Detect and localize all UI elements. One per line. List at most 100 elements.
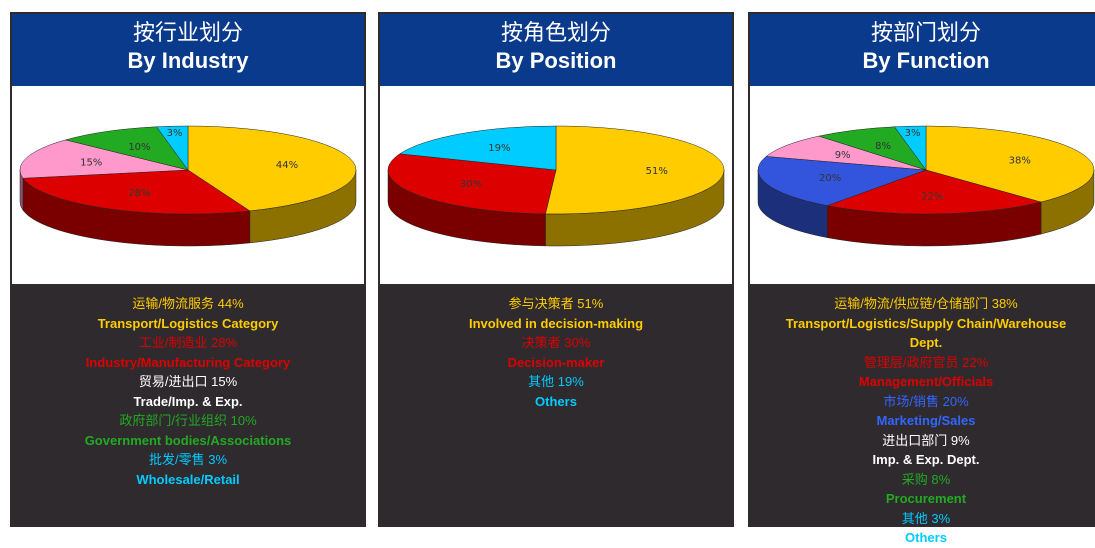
category-zh: 进出口部门: [882, 432, 948, 448]
panel: 按部门划分 By Function 38% 22% 20% 9% 8% 3% 运输/物流/供应链…: [748, 12, 1095, 545]
slice: [19, 139, 189, 179]
slice: [22, 169, 251, 215]
legend-zh: 管理层/政府官员 22%: [750, 353, 1095, 373]
subtitle: By Function: [862, 48, 990, 73]
legend-en: Management/Officials: [858, 374, 994, 389]
title: 按部门划分: [870, 21, 981, 46]
panel-header: 按部门划分 By Function: [750, 14, 1095, 86]
legend-zh: 采购 8%: [750, 470, 1095, 490]
data-label: 28%: [128, 188, 150, 199]
legend: 运输/物流服务 44% Transport/Logistics Category 工…: [12, 284, 364, 525]
legend-en: Involved in decision-making: [468, 315, 644, 331]
legend-en: Wholesale/Retail: [136, 471, 240, 487]
data-label: 20%: [819, 173, 841, 184]
legend-zh: 运输/物流服务 44%: [12, 294, 364, 314]
legend-value: 28%: [211, 335, 238, 350]
page: 按行业划分 By Industry 44% 28% 15% 10% 3% 运输/物流服务 44…: [10, 12, 1095, 545]
legend-zh: 其他 19%: [380, 372, 732, 392]
data-label: 10%: [128, 142, 150, 153]
category-zh: 运输/物流/供应链/仓储部门: [834, 296, 989, 311]
legend-value: 51%: [577, 296, 604, 311]
slice: [925, 125, 1095, 203]
data-label: 51%: [646, 166, 668, 177]
panel-header: 按行业划分 By Industry: [12, 14, 364, 86]
legend-value: 3%: [931, 510, 951, 526]
legend-en: Imp. & Exp. Dept.: [872, 452, 980, 467]
category-zh: 决策者: [521, 335, 561, 350]
data-label: 22%: [921, 191, 943, 202]
category-zh: 参与决策者: [508, 296, 574, 311]
data-label: 3%: [905, 128, 921, 139]
legend-zh: 进出口部门 9%: [750, 431, 1095, 451]
subtitle: By Industry: [127, 48, 249, 73]
category-zh: 运输/物流服务: [132, 296, 214, 311]
legend-zh: 批发/零售 3%: [12, 450, 364, 470]
legend-en: Decision-maker: [507, 354, 605, 370]
legend-zh: 市场/销售 20%: [750, 392, 1095, 412]
category-zh: 贸易/进出口: [138, 374, 208, 389]
data-label: 9%: [835, 150, 851, 161]
legend-value: 15%: [211, 374, 238, 389]
category-zh: 管理层/政府官员: [863, 354, 959, 370]
slice: [894, 125, 927, 171]
data-label: 30%: [460, 179, 482, 190]
legend: 运输/物流/供应链/仓储部门 38% Transport/Logistics/Su…: [750, 284, 1095, 545]
category-zh: 其他: [901, 510, 928, 526]
slice: [399, 125, 557, 171]
legend-en: Industry/Manufacturing Category: [85, 354, 291, 370]
title: 按角色划分: [500, 21, 611, 46]
slice: [545, 125, 725, 215]
category-zh: 批发/零售: [148, 452, 205, 467]
pie-chart: 44% 28% 15% 10% 3%: [19, 125, 357, 247]
legend-value: 44%: [217, 296, 244, 311]
pie-chart: 51% 30% 19%: [387, 125, 725, 247]
panel: 按行业划分 By Industry 44% 28% 15% 10% 3% 运输/物流服务 44…: [10, 12, 366, 527]
legend-zh: 运输/物流/供应链/仓储部门 38%: [750, 294, 1095, 314]
legend-zh: 政府部门/行业组织 10%: [12, 411, 364, 431]
legend-value: 8%: [931, 471, 951, 487]
legend-en: Others: [905, 530, 947, 545]
subtitle: By Position: [495, 48, 617, 73]
category-zh: 市场/销售: [883, 393, 939, 409]
data-label: 44%: [276, 160, 298, 171]
legend-zh: 其他 3%: [750, 509, 1095, 529]
data-label: 38%: [1009, 155, 1031, 166]
category-zh: 政府部门/行业组织: [119, 413, 227, 428]
legend-en: Transport/Logistics Category: [97, 315, 279, 331]
category-zh: 采购: [901, 471, 928, 487]
data-label: 15%: [80, 158, 102, 169]
data-label: 8%: [875, 141, 891, 152]
legend-zh: 参与决策者 51%: [380, 294, 732, 314]
slice: [187, 125, 357, 212]
category-zh: 其他: [528, 374, 555, 389]
legend-zh: 决策者 30%: [380, 333, 732, 353]
legend-value: 19%: [557, 374, 584, 389]
legend-value: 3%: [208, 452, 228, 467]
legend-zh: 贸易/进出口 15%: [12, 372, 364, 392]
title: 按行业划分: [132, 21, 243, 46]
panel-header: 按角色划分 By Position: [380, 14, 732, 86]
legend-en: Government bodies/Associations: [84, 432, 292, 448]
legend-en: Marketing/Sales: [876, 413, 976, 428]
slice: [156, 125, 189, 171]
legend-value: 20%: [942, 393, 969, 409]
legend-en: Procurement: [885, 491, 967, 506]
data-label: 3%: [167, 128, 183, 139]
panel: 按角色划分 By Position 51% 30% 19% 参与决策者 51% Involv…: [378, 12, 734, 527]
legend-value: 10%: [230, 413, 257, 428]
legend-value: 22%: [962, 354, 989, 370]
slice: [387, 153, 557, 215]
data-label: 19%: [488, 143, 510, 154]
category-zh: 工业/制造业: [138, 335, 208, 350]
slice: [757, 156, 927, 206]
legend: 参与决策者 51% Involved in decision-making 决策者 …: [380, 284, 732, 525]
legend-en: Trade/Imp. & Exp.: [133, 393, 243, 409]
slice: [64, 126, 189, 171]
legend-value: 38%: [991, 296, 1018, 311]
legend-en: Others: [535, 393, 577, 409]
slice: [826, 169, 1042, 215]
legend-value: 9%: [950, 432, 970, 448]
legend-zh: 工业/制造业 28%: [12, 333, 364, 353]
legend-value: 30%: [564, 335, 591, 350]
slice: [765, 135, 927, 171]
